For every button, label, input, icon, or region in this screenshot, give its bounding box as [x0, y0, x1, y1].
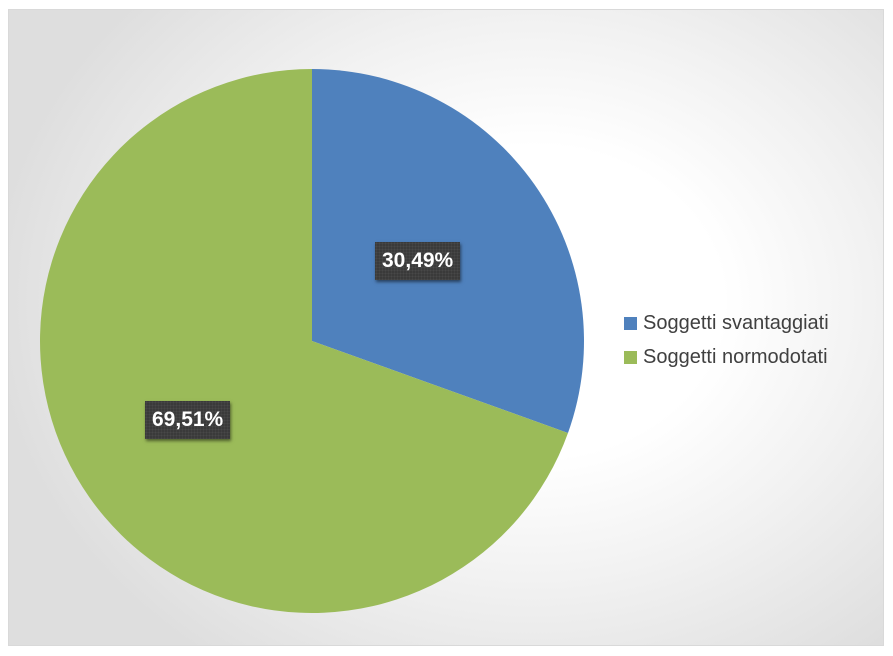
chart-area: 30,49% 69,51% Soggetti svantaggiati Sogg…: [8, 9, 884, 646]
legend-item-svantaggiati: Soggetti svantaggiati: [624, 306, 829, 340]
legend-swatch-svantaggiati: [624, 316, 637, 330]
legend-label-normodotati: Soggetti normodotati: [643, 345, 828, 368]
legend-label-svantaggiati: Soggetti svantaggiati: [643, 311, 829, 334]
data-label-normodotati: 69,51%: [145, 401, 231, 439]
legend-item-normodotati: Soggetti normodotati: [624, 340, 829, 374]
pie-slice-normodotati: [39, 69, 568, 614]
legend: Soggetti svantaggiati Soggetti normodota…: [624, 306, 829, 374]
data-label-svantaggiati: 30,49%: [375, 242, 461, 280]
legend-swatch-normodotati: [624, 350, 637, 364]
